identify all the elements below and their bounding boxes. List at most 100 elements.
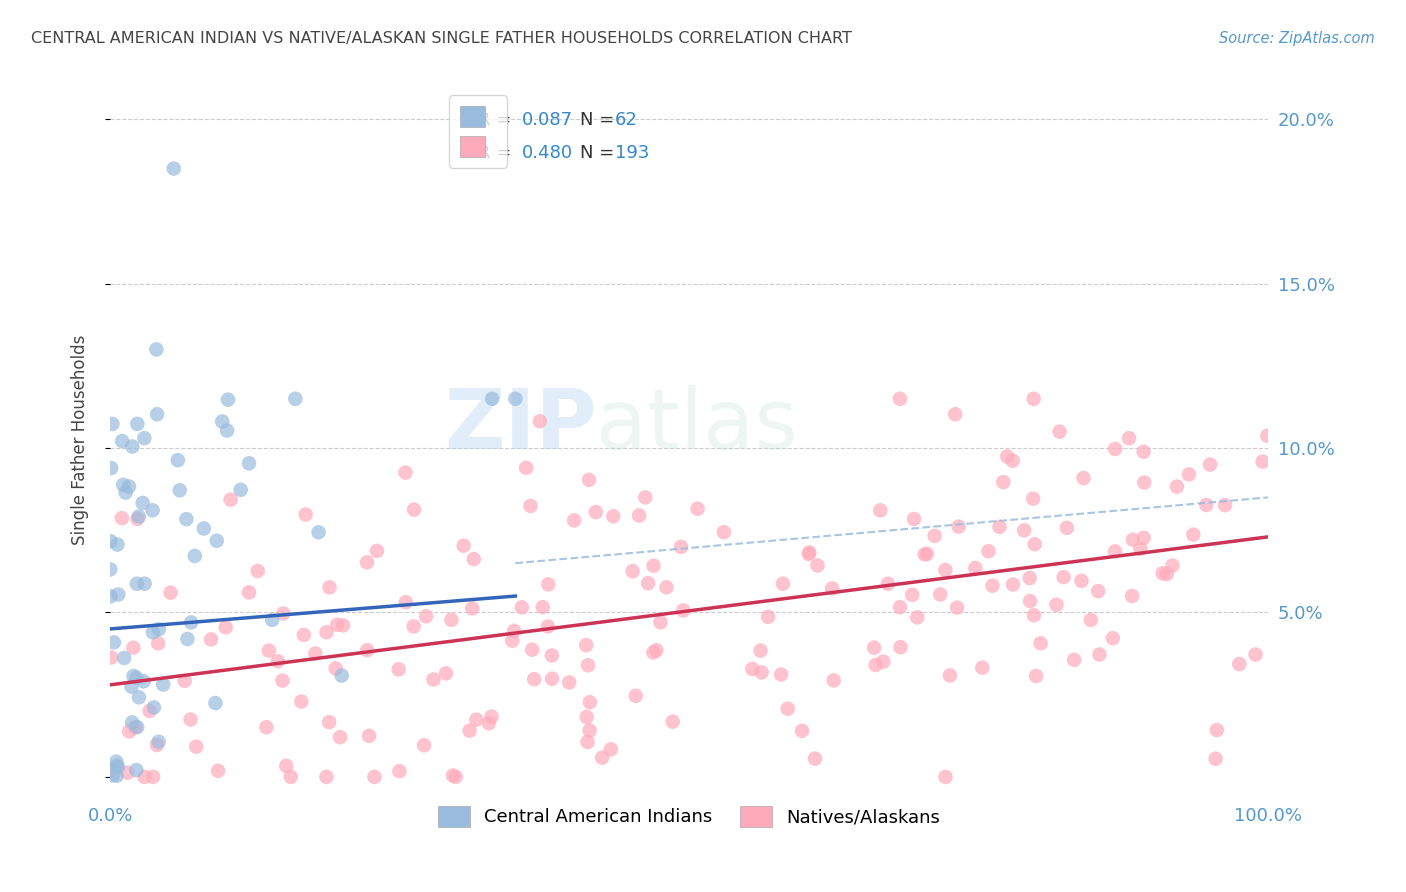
Point [219, 492, 242, 507]
Point [146, 738, 169, 752]
Point [1022, 491, 1045, 506]
Point [537, 577, 560, 591]
Point [1025, 669, 1047, 683]
Point [304, 647, 326, 661]
Point [363, 770, 385, 784]
Text: 193: 193 [614, 144, 650, 161]
Point [465, 713, 488, 727]
Point [576, 735, 599, 749]
Point [176, 632, 198, 646]
Point [650, 615, 672, 630]
Point [655, 580, 678, 594]
Point [934, 563, 956, 577]
Point [356, 555, 378, 569]
Point [1045, 598, 1067, 612]
Point [797, 547, 820, 561]
Point [806, 558, 828, 573]
Point [1132, 531, 1154, 545]
Point [134, 770, 156, 784]
Point [132, 674, 155, 689]
Point [148, 735, 170, 749]
Text: CENTRAL AMERICAN INDIAN VS NATIVE/ALASKAN SINGLE FATHER HOUSEHOLDS CORRELATION C: CENTRAL AMERICAN INDIAN VS NATIVE/ALASKA… [31, 31, 852, 46]
Point [523, 672, 546, 686]
Point [315, 625, 337, 640]
Point [146, 636, 169, 650]
Point [756, 610, 779, 624]
Point [121, 715, 143, 730]
Point [1087, 584, 1109, 599]
Point [1227, 657, 1250, 671]
Point [1102, 631, 1125, 645]
Point [637, 576, 659, 591]
Point [117, 765, 139, 780]
Point [193, 521, 215, 535]
Point [98, 562, 121, 576]
Point [127, 512, 149, 526]
Point [520, 642, 543, 657]
Point [575, 638, 598, 652]
Point [402, 502, 425, 516]
Point [519, 499, 541, 513]
Point [444, 770, 467, 784]
Point [669, 540, 692, 554]
Point [1104, 544, 1126, 558]
Point [1104, 442, 1126, 456]
Point [463, 552, 485, 566]
Point [1001, 577, 1024, 591]
Point [111, 511, 134, 525]
Point [749, 643, 772, 657]
Point [1118, 431, 1140, 445]
Point [578, 473, 600, 487]
Point [1178, 467, 1201, 482]
Point [262, 613, 284, 627]
Point [1018, 571, 1040, 585]
Point [388, 662, 411, 676]
Point [128, 690, 150, 705]
Point [415, 609, 437, 624]
Point [672, 603, 695, 617]
Point [905, 610, 928, 624]
Point [713, 525, 735, 540]
Point [100, 534, 122, 549]
Point [215, 424, 238, 438]
Text: R =: R = [478, 111, 517, 128]
Point [776, 702, 799, 716]
Point [1161, 558, 1184, 573]
Point [965, 561, 987, 575]
Text: ZIP: ZIP [444, 385, 596, 467]
Point [100, 650, 122, 665]
Point [146, 407, 169, 421]
Point [915, 547, 938, 561]
Point [1063, 653, 1085, 667]
Point [134, 431, 156, 445]
Point [540, 648, 562, 663]
Point [903, 512, 925, 526]
Point [823, 673, 845, 688]
Point [159, 585, 181, 599]
Point [238, 585, 260, 599]
Point [276, 759, 298, 773]
Point [422, 673, 444, 687]
Point [207, 764, 229, 778]
Point [434, 666, 457, 681]
Point [122, 669, 145, 683]
Point [280, 770, 302, 784]
Point [142, 700, 165, 714]
Point [578, 723, 600, 738]
Point [501, 633, 523, 648]
Point [395, 595, 418, 609]
Point [821, 582, 844, 596]
Point [481, 709, 503, 723]
Text: 0.480: 0.480 [522, 144, 574, 161]
Point [1244, 648, 1267, 662]
Point [152, 677, 174, 691]
Point [329, 730, 352, 744]
Point [292, 628, 315, 642]
Point [993, 475, 1015, 490]
Point [1029, 636, 1052, 650]
Point [877, 576, 900, 591]
Point [645, 643, 668, 657]
Point [624, 689, 647, 703]
Point [1073, 471, 1095, 485]
Point [1256, 429, 1278, 443]
